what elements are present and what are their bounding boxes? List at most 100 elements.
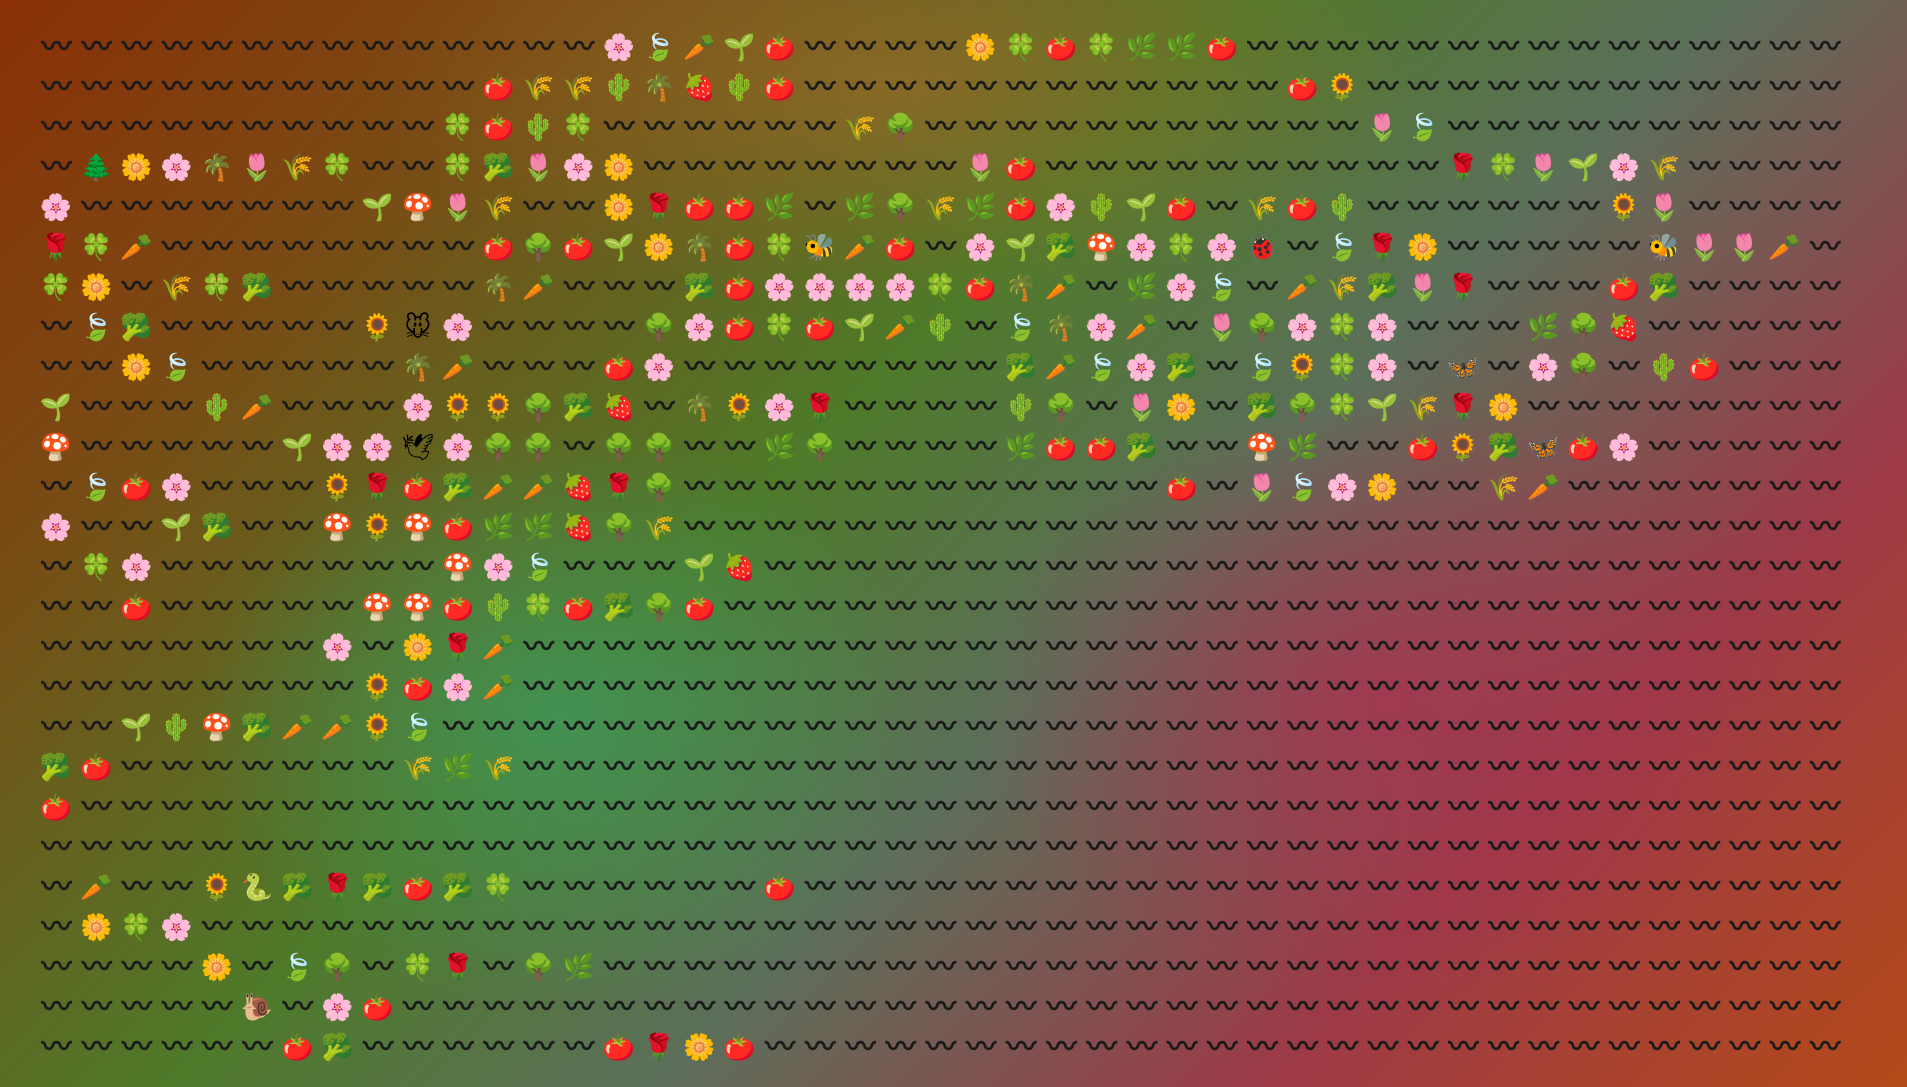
wave-glyph: 〰 [845, 30, 876, 65]
wave-glyph: 〰 [885, 630, 916, 665]
clover-icon: 🍀 [1487, 153, 1520, 183]
wave-glyph: 〰 [403, 990, 433, 1025]
wave-glyph: 〰 [1609, 830, 1639, 865]
tomato-icon: 🍅 [1004, 193, 1037, 223]
tomato-icon: 🍅 [884, 233, 917, 263]
wave-glyph: 〰 [1006, 710, 1036, 745]
wave-glyph: 〰 [1770, 430, 1800, 465]
wave-glyph: 〰 [41, 870, 72, 905]
wave-glyph: 〰 [1126, 790, 1157, 825]
wave-glyph: 〰 [644, 710, 675, 745]
tomato-icon: 🍅 [401, 673, 434, 703]
wave-glyph: 〰 [1207, 110, 1237, 145]
wave-glyph: 〰 [1689, 390, 1720, 425]
wave-glyph: 〰 [1287, 230, 1318, 265]
blossom-icon: 🌸 [1366, 353, 1399, 383]
wave-glyph: 〰 [1006, 110, 1036, 145]
blossom-icon: 🌸 [683, 313, 716, 343]
wave-glyph: 〰 [1729, 790, 1760, 825]
wave-glyph: 〰 [1569, 230, 1599, 265]
wave-glyph: 〰 [925, 30, 956, 65]
tomato-icon: 🍅 [1607, 273, 1640, 303]
wave-glyph: 〰 [443, 710, 474, 745]
wave-glyph: 〰 [81, 950, 112, 985]
wave-glyph: 〰 [564, 990, 594, 1025]
wave-glyph: 〰 [242, 590, 273, 625]
wave-glyph: 〰 [1729, 670, 1760, 705]
cactus-icon: 🌵 [522, 113, 555, 143]
wave-glyph: 〰 [1569, 270, 1599, 305]
wave-glyph: 〰 [925, 950, 956, 985]
tomato-icon: 🍅 [1044, 433, 1078, 463]
wave-glyph: 〰 [1770, 390, 1800, 425]
tulip-icon: 🌷 [1245, 473, 1279, 503]
wave-glyph: 〰 [1207, 150, 1237, 185]
wave-glyph: 〰 [684, 430, 715, 465]
wave-glyph: 〰 [1448, 670, 1479, 705]
wave-glyph: 〰 [1569, 110, 1599, 145]
wave-glyph: 〰 [202, 990, 232, 1025]
strawberry-icon: 🍓 [562, 513, 595, 543]
tree-icon: 🌳 [321, 953, 354, 983]
wave-glyph: 〰 [242, 630, 273, 665]
carrot-icon: 🥕 [321, 713, 354, 743]
wheat-icon: 🌾 [160, 273, 193, 303]
wave-glyph: 〰 [1046, 990, 1077, 1025]
wave-glyph: 〰 [1207, 1030, 1237, 1065]
rose-icon: 🌹 [441, 953, 475, 983]
wave-glyph: 〰 [1569, 870, 1599, 905]
wave-glyph: 〰 [966, 390, 996, 425]
wave-glyph: 〰 [162, 390, 192, 425]
wave-glyph: 〰 [966, 590, 996, 625]
wave-glyph: 〰 [1368, 910, 1398, 945]
clover-icon: 🍀 [763, 233, 796, 263]
wave-glyph: 〰 [282, 630, 313, 665]
wave-glyph: 〰 [805, 510, 835, 545]
wave-glyph: 〰 [1569, 590, 1599, 625]
wave-glyph: 〰 [1569, 670, 1599, 705]
wave-glyph: 〰 [1207, 550, 1237, 585]
wave-glyph: 〰 [1086, 710, 1117, 745]
tomato-icon: 🍅 [441, 513, 475, 543]
tulip-icon: 🌷 [1728, 233, 1761, 263]
wave-glyph: 〰 [322, 70, 353, 105]
wheat-icon: 🌾 [1487, 473, 1520, 503]
wave-glyph: 〰 [1408, 750, 1438, 785]
wave-glyph: 〰 [885, 910, 916, 945]
wave-glyph: 〰 [684, 710, 715, 745]
wave-glyph: 〰 [202, 630, 232, 665]
wave-glyph: 〰 [564, 350, 594, 385]
wave-glyph: 〰 [121, 750, 152, 785]
daisy-icon: 🌼 [642, 233, 676, 263]
wave-glyph: 〰 [121, 790, 152, 825]
wave-glyph: 〰 [1488, 1030, 1519, 1065]
wave-glyph: 〰 [1528, 30, 1559, 65]
wave-glyph: 〰 [202, 30, 232, 65]
wave-glyph: 〰 [966, 110, 996, 145]
wave-glyph: 〰 [41, 710, 72, 745]
tulip-icon: 🌷 [1205, 313, 1238, 343]
wave-glyph: 〰 [1247, 70, 1278, 105]
wave-glyph: 〰 [1167, 510, 1197, 545]
tree-icon: 🌳 [602, 513, 635, 543]
wave-glyph: 〰 [1327, 110, 1358, 145]
herb-icon: 🌿 [562, 953, 595, 983]
wave-glyph: 〰 [1569, 830, 1599, 865]
wave-glyph: 〰 [1167, 830, 1197, 865]
wave-glyph: 〰 [162, 230, 192, 265]
clover-icon: 🍀 [80, 553, 113, 583]
wave-glyph: 〰 [1649, 710, 1680, 745]
wave-glyph: 〰 [202, 550, 232, 585]
wave-glyph: 〰 [41, 550, 72, 585]
carrot-icon: 🥕 [1044, 273, 1078, 303]
wave-glyph: 〰 [523, 1030, 554, 1065]
broccoli-icon: 🥦 [441, 473, 475, 503]
wave-glyph: 〰 [1689, 150, 1720, 185]
wave-glyph: 〰 [1046, 830, 1077, 865]
wave-glyph: 〰 [644, 910, 675, 945]
wave-glyph: 〰 [845, 750, 876, 785]
wave-glyph: 〰 [523, 630, 554, 665]
tree-icon: 🌳 [1567, 313, 1600, 343]
wave-glyph: 〰 [1528, 710, 1559, 745]
wave-glyph: 〰 [1689, 110, 1720, 145]
